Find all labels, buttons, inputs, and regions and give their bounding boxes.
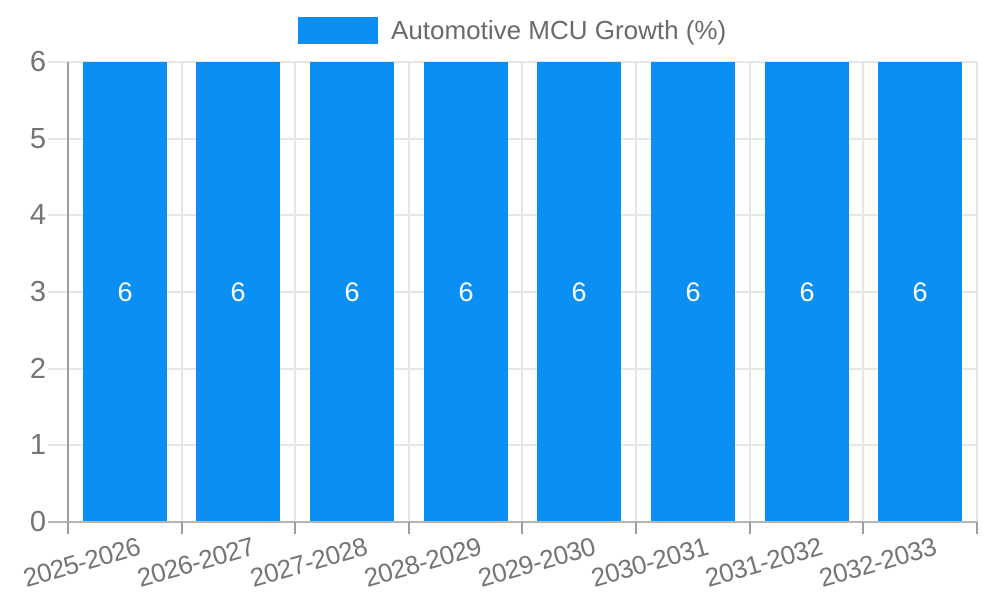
bar-2028-2029[interactable]: 6 (424, 62, 508, 522)
baseline-gridline (48, 521, 977, 523)
bar-value-label: 6 (230, 276, 246, 307)
legend-label: Automotive MCU Growth (%) (391, 15, 727, 45)
gridline (48, 61, 977, 63)
tick-mark (862, 522, 864, 534)
tick-mark (521, 522, 523, 534)
tick-mark (181, 522, 183, 534)
y-tick-label: 6 (29, 46, 46, 78)
bar-2030-2031[interactable]: 6 (651, 62, 735, 522)
y-tick-label: 5 (29, 123, 46, 155)
tick-mark (67, 522, 69, 534)
gridline (862, 62, 864, 522)
gridline (294, 62, 296, 522)
tick-mark (749, 522, 751, 534)
legend-swatch (298, 17, 378, 44)
y-tick-label: 3 (29, 276, 46, 308)
bar-value-label: 6 (571, 276, 587, 307)
tick-mark (294, 522, 296, 534)
tick-mark (635, 522, 637, 534)
y-tick-label: 4 (29, 199, 46, 231)
bar-value-label: 6 (458, 276, 474, 307)
gridline (48, 291, 977, 293)
gridline (635, 62, 637, 522)
gridline (48, 368, 977, 370)
bar-2032-2033[interactable]: 6 (878, 62, 962, 522)
gridline (48, 214, 977, 216)
y-tick-label: 1 (29, 429, 46, 461)
y-tick-label: 2 (29, 353, 46, 385)
bar-2027-2028[interactable]: 6 (310, 62, 394, 522)
gridline (749, 62, 751, 522)
gridline (48, 444, 977, 446)
gridline (408, 62, 410, 522)
tick-mark (408, 522, 410, 534)
chart-legend: Automotive MCU Growth (%) (298, 15, 726, 46)
bar-2031-2032[interactable]: 6 (765, 62, 849, 522)
bar-value-label: 6 (685, 276, 701, 307)
bar-2025-2026[interactable]: 6 (83, 62, 167, 522)
bar-2026-2027[interactable]: 6 (196, 62, 280, 522)
gridline (181, 62, 183, 522)
bar-value-label: 6 (912, 276, 928, 307)
bar-value-label: 6 (799, 276, 815, 307)
bar-2029-2030[interactable]: 6 (537, 62, 621, 522)
tick-mark (976, 522, 978, 534)
y-axis-line (67, 62, 69, 522)
gridline (976, 62, 978, 522)
bar-value-label: 6 (117, 276, 133, 307)
gridline (48, 138, 977, 140)
bar-value-label: 6 (344, 276, 360, 307)
gridline (521, 62, 523, 522)
y-tick-label: 0 (29, 506, 46, 538)
